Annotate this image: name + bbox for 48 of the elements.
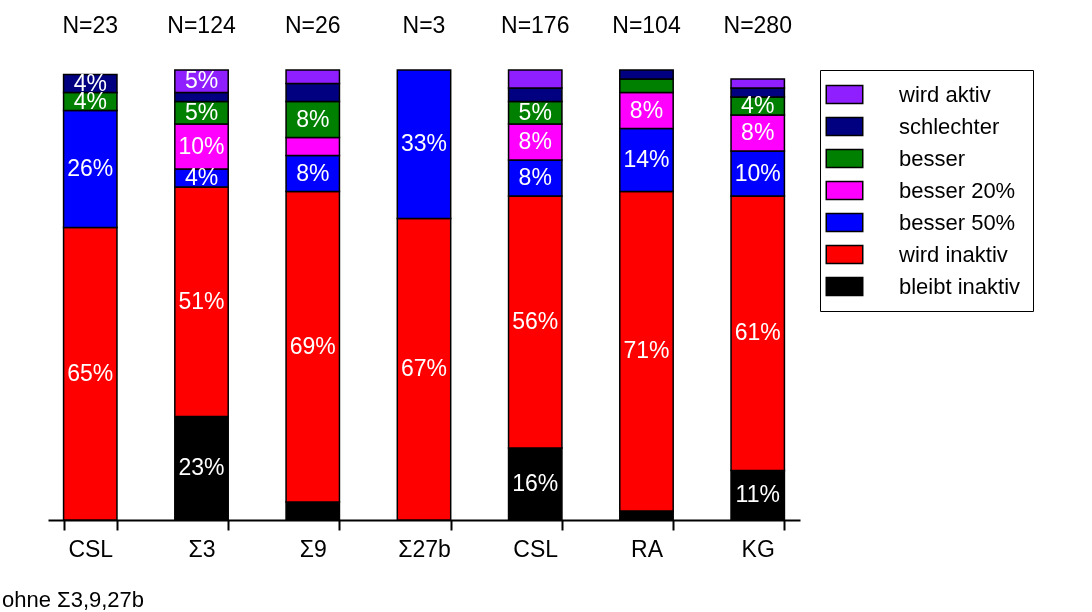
data-label: 61% (734, 319, 781, 346)
text: ohne Σ3,9,27b (2, 587, 145, 612)
text: N=3 (402, 12, 446, 38)
text: N=26 (284, 12, 341, 38)
x-tick-label: RA (631, 535, 664, 562)
data-label: 8% (741, 119, 775, 145)
data-label: 4% (184, 164, 219, 190)
text: N=280 (723, 12, 792, 38)
x-tick-label: CSL (68, 535, 114, 562)
legend-label: wird inaktiv (898, 241, 1008, 267)
data-label: 26% (67, 155, 114, 181)
x-tick-label: CSL (513, 535, 559, 562)
text: N=176 (501, 12, 570, 38)
x-tick-label: Σ27b (398, 535, 451, 562)
data-label: 8% (518, 164, 552, 190)
data-label: 5% (184, 67, 219, 94)
data-label: 10% (178, 132, 225, 159)
data-label: 67% (400, 355, 448, 382)
data-label: 65% (67, 359, 114, 386)
legend-label: schlechter (899, 113, 1000, 139)
data-label: 56% (512, 308, 559, 334)
data-label: 4% (741, 92, 775, 118)
data-label: 5% (518, 98, 552, 125)
legend-label: besser 50% (899, 209, 1016, 235)
data-label: 8% (296, 105, 330, 132)
data-label: 8% (629, 96, 664, 123)
x-tick-label: KG (741, 535, 775, 562)
x-tick-label: Σ9 (299, 535, 327, 562)
text: N=23 (62, 12, 119, 38)
legend-label: besser (899, 145, 966, 171)
data-label: 71% (623, 337, 670, 364)
data-label: 23% (178, 454, 225, 481)
data-label: 10% (734, 159, 781, 186)
text: N=104 (612, 12, 681, 38)
data-label: 11% (735, 481, 780, 508)
x-tick-label: Σ3 (188, 535, 216, 562)
data-label: 5% (184, 98, 219, 125)
data-label: 14% (623, 146, 670, 172)
legend-label: bleibt inaktiv (899, 273, 1021, 299)
data-label: 51% (178, 287, 225, 314)
data-label: 8% (296, 159, 330, 186)
data-label: 16% (512, 470, 559, 496)
data-label: 8% (518, 128, 552, 154)
text: N=124 (167, 12, 236, 38)
legend-label: wird aktiv (898, 81, 991, 107)
legend-label: besser 20% (899, 177, 1016, 203)
data-label: 33% (400, 130, 448, 157)
data-label: 69% (289, 332, 336, 359)
